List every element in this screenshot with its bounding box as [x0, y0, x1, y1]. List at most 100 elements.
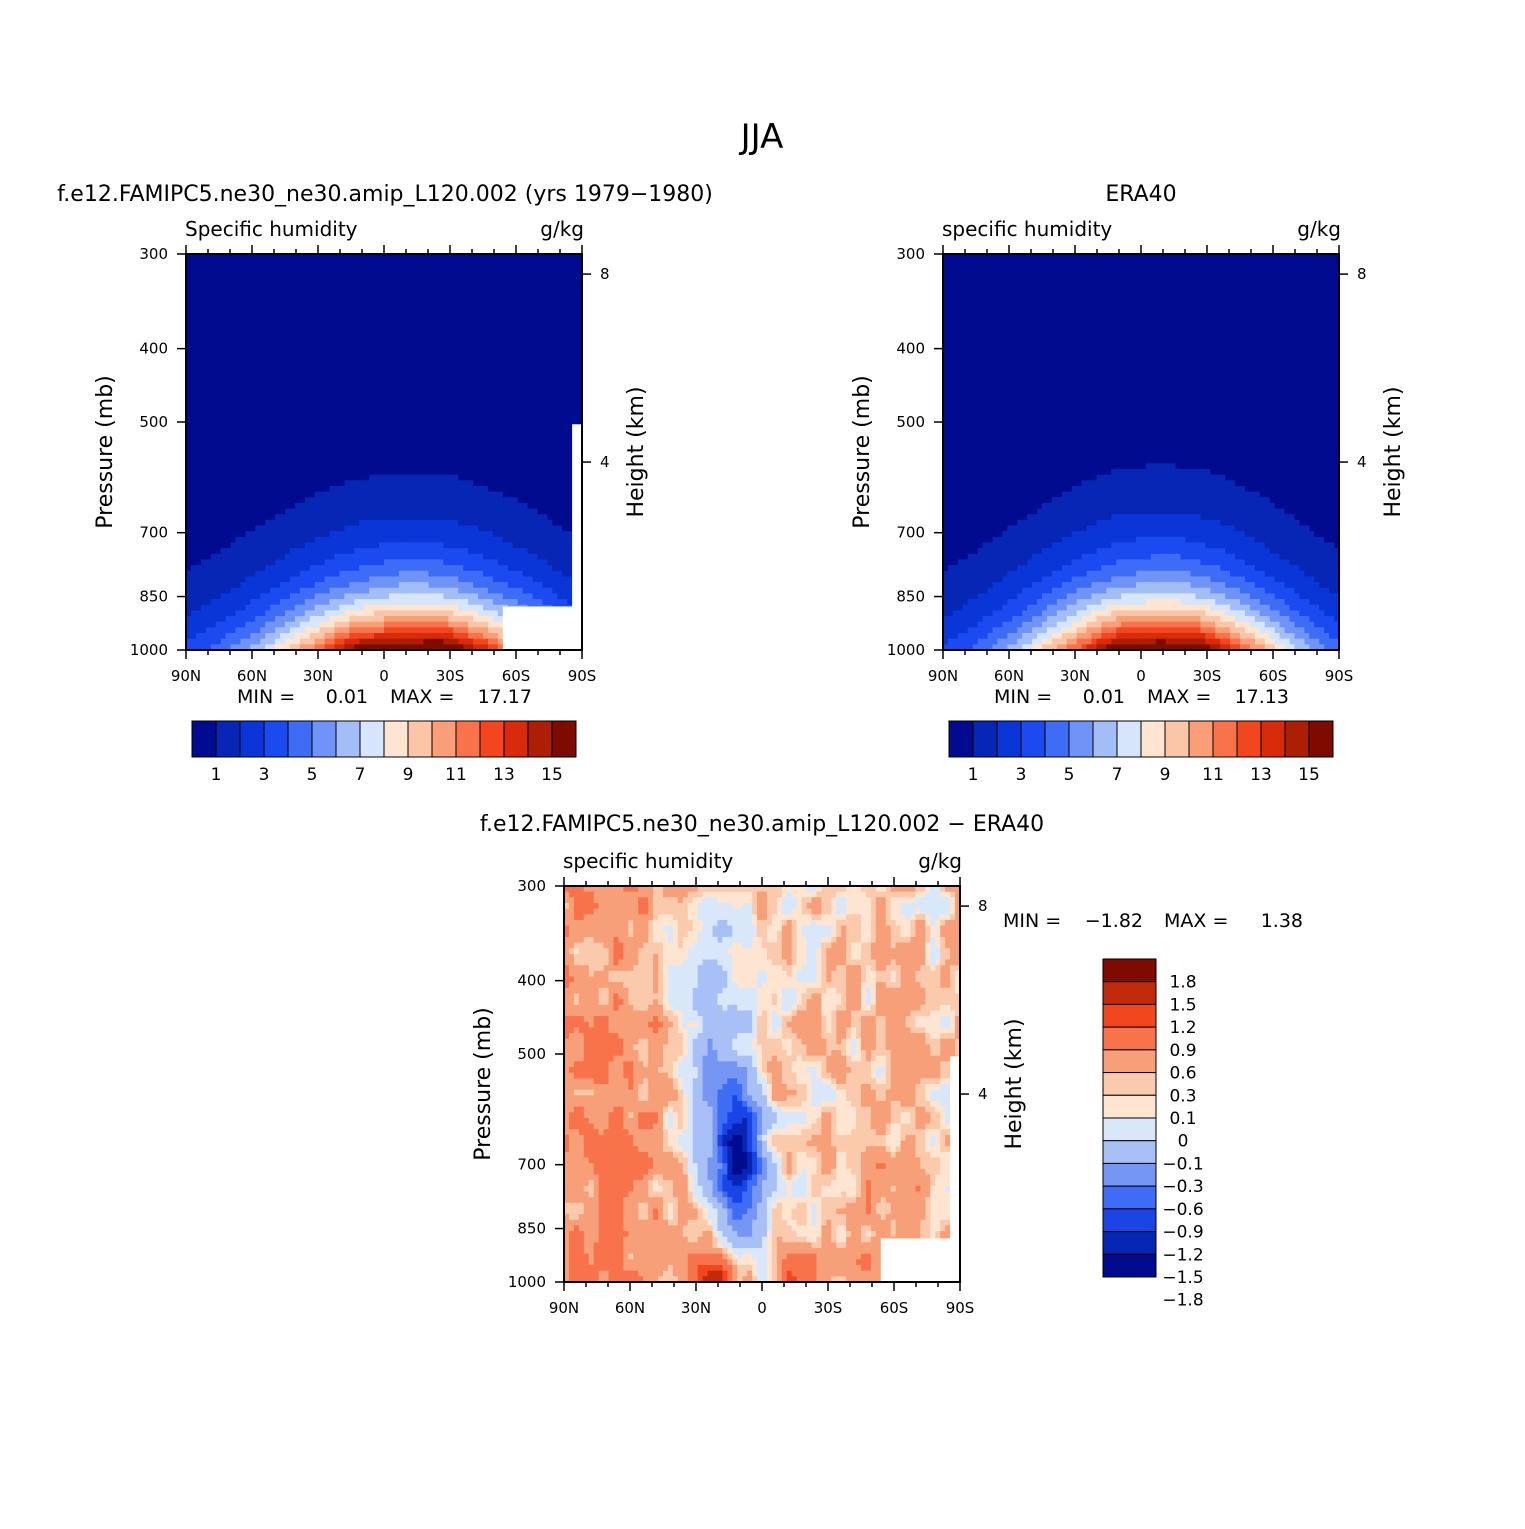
contour-cell	[255, 389, 261, 397]
contour-cell	[567, 395, 573, 402]
contour-cell	[552, 367, 558, 374]
contour-cell	[507, 327, 514, 334]
contour-cell	[304, 531, 311, 538]
contour-cell	[359, 389, 365, 397]
contour-cell	[289, 474, 296, 481]
contour-cell	[567, 463, 573, 470]
contour-cell	[374, 384, 380, 391]
contour-cell	[319, 265, 326, 272]
contour-cell	[398, 389, 405, 397]
contour-cell	[349, 553, 355, 561]
contour-cell	[473, 304, 479, 312]
contour-cell	[230, 452, 237, 459]
contour-cell	[384, 401, 390, 408]
contour-cell	[473, 259, 479, 266]
contour-cell	[245, 536, 251, 544]
contour-cell	[265, 310, 271, 317]
contour-cell	[572, 338, 578, 346]
contour-cell	[522, 531, 529, 538]
contour-cell	[240, 531, 246, 538]
contour-cell	[275, 389, 281, 397]
contour-cell	[552, 485, 558, 493]
contour-cell	[205, 542, 212, 549]
contour-cell	[512, 497, 519, 504]
contour-cell	[379, 355, 385, 363]
contour-cell	[270, 446, 276, 453]
contour-cell	[448, 548, 454, 555]
contour-cell	[557, 463, 563, 470]
contour-cell	[364, 508, 370, 515]
contour-cell	[393, 254, 400, 261]
contour-cell	[379, 508, 385, 515]
contour-cell	[388, 265, 395, 272]
contour-cell	[423, 570, 430, 578]
contour-cell	[507, 418, 514, 425]
contour-cell	[225, 361, 232, 368]
contour-cell	[512, 485, 519, 493]
contour-cell	[309, 468, 316, 476]
contour-cell	[359, 270, 365, 278]
contour-cell	[507, 463, 514, 470]
contour-cell	[319, 468, 326, 476]
contour-cell	[443, 429, 449, 436]
contour-cell	[265, 293, 271, 300]
contour-cell	[235, 389, 242, 397]
contour-cell	[210, 395, 217, 402]
contour-cell	[210, 593, 217, 600]
contour-cell	[393, 406, 400, 413]
contour-cell	[304, 406, 311, 413]
contour-cell	[547, 316, 553, 323]
contour-cell	[438, 304, 444, 312]
contour-cell	[354, 485, 360, 493]
contour-cell	[304, 276, 311, 283]
contour-cell	[304, 372, 311, 380]
contour-cell	[294, 446, 301, 453]
contour-cell	[522, 265, 529, 272]
contour-cell	[552, 299, 558, 306]
contour-cell	[285, 310, 291, 317]
contour-cell	[354, 316, 360, 323]
contour-cell	[473, 559, 479, 566]
contour-cell	[324, 446, 331, 453]
contour-cell	[270, 525, 276, 532]
contour-cell	[309, 265, 316, 272]
contour-cell	[379, 350, 385, 357]
contour-cell	[250, 497, 256, 504]
contour-cell	[453, 570, 459, 578]
contour-cell	[304, 463, 311, 470]
contour-cell	[438, 548, 444, 555]
contour-cell	[245, 423, 251, 430]
contour-cell	[240, 287, 246, 295]
contour-cell	[562, 446, 568, 453]
contour-cell	[354, 429, 360, 436]
contour-cell	[265, 254, 271, 261]
contour-cell	[517, 418, 524, 425]
contour-cell	[364, 361, 370, 368]
contour-cell	[552, 542, 558, 549]
contour-cell	[413, 282, 420, 289]
contour-cell	[215, 350, 222, 357]
contour-cell	[250, 384, 256, 391]
contour-cell	[186, 361, 192, 368]
contour-cell	[289, 406, 296, 413]
contour-cell	[433, 338, 440, 346]
contour-cell	[398, 446, 405, 453]
contour-cell	[423, 491, 430, 498]
contour-cell	[547, 440, 553, 447]
contour-cell	[309, 514, 316, 521]
contour-cell	[458, 553, 464, 561]
contour-cell	[225, 485, 232, 493]
contour-cell	[562, 333, 568, 340]
contour-cell	[349, 570, 355, 578]
contour-cell	[542, 480, 548, 487]
contour-cell	[428, 327, 435, 334]
contour-cell	[562, 497, 568, 504]
contour-cell	[359, 287, 365, 295]
contour-cell	[359, 259, 365, 266]
contour-cell	[280, 333, 286, 340]
contour-cell	[210, 310, 217, 317]
contour-cell	[463, 265, 469, 272]
contour-cell	[319, 355, 326, 363]
contour-cell	[210, 525, 217, 532]
contour-cell	[537, 321, 543, 329]
